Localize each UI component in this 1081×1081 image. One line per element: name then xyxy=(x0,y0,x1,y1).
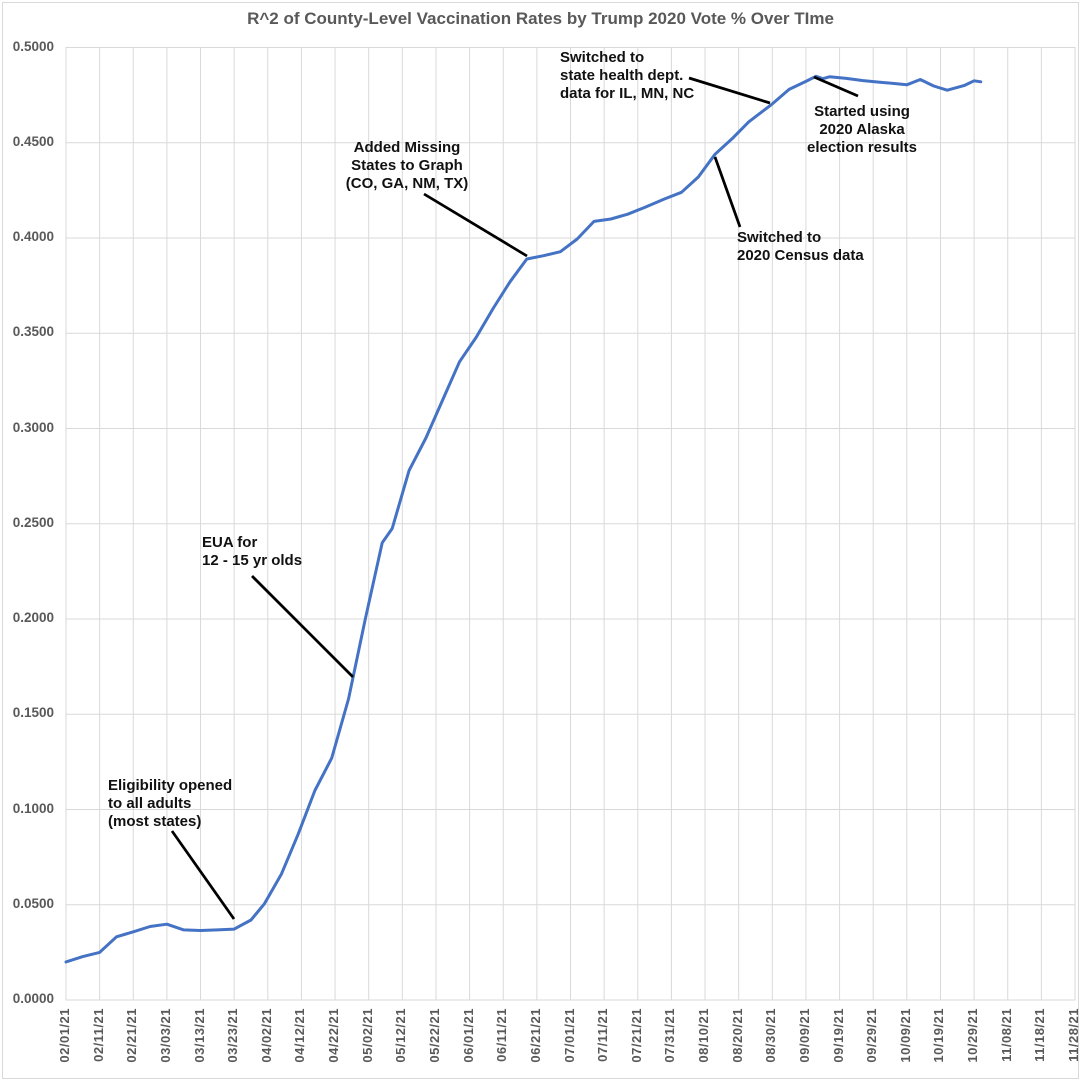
x-axis-tick-label: 02/11/21 xyxy=(90,1008,106,1062)
annotation-label: Started using 2020 Alaska election resul… xyxy=(806,103,918,156)
x-axis-tick-label: 09/09/21 xyxy=(796,1008,812,1063)
y-axis-tick-label: 0.3000 xyxy=(12,419,54,435)
y-axis-tick-label: 0.4000 xyxy=(12,229,54,244)
annotation-label: EUA for 12 - 15 yr olds xyxy=(202,534,303,569)
x-axis-tick-label: 11/08/21 xyxy=(998,1008,1014,1062)
x-axis-tick-label: 09/29/21 xyxy=(864,1008,880,1063)
annotation-leader-line xyxy=(688,76,771,105)
x-axis-tick-label: 02/21/21 xyxy=(124,1008,140,1063)
y-axis-tick-label: 0.1500 xyxy=(12,705,54,721)
x-axis-tick-label: 05/22/21 xyxy=(426,1008,442,1063)
x-axis-tick-label: 03/03/21 xyxy=(157,1008,173,1063)
x-axis-tick-label: 04/12/21 xyxy=(292,1008,308,1063)
y-axis-tick-label: 0.0000 xyxy=(12,991,54,1006)
y-axis-tick-label: 0.4500 xyxy=(12,133,54,149)
x-axis-tick-label: 09/19/21 xyxy=(830,1008,846,1063)
x-axis-tick-label: 07/11/21 xyxy=(595,1008,611,1062)
y-axis-tick-label: 0.5000 xyxy=(12,38,54,54)
y-axis-tick-label: 0.2500 xyxy=(12,514,54,530)
annotation-label: Switched to state health dept. data for … xyxy=(560,49,695,102)
chart-title: R^2 of County-Level Vaccination Rates by… xyxy=(247,9,834,28)
data-line-r2-series xyxy=(64,74,983,964)
x-axis-tick-label: 02/01/21 xyxy=(57,1008,72,1063)
x-axis-tick-label: 08/30/21 xyxy=(763,1008,779,1063)
y-axis-tick-label: 0.2000 xyxy=(12,610,54,625)
x-axis-tick-label: 05/02/21 xyxy=(359,1008,375,1063)
annotation-label: Eligibility opened to all adults (most s… xyxy=(108,777,233,830)
x-axis-tick-label: 11/28/21 xyxy=(1066,1008,1081,1062)
x-axis-tick-label: 07/01/21 xyxy=(561,1008,577,1063)
plot-area-border xyxy=(65,47,1076,1001)
annotation-label: Added Missing States to Graph (CO, GA, N… xyxy=(345,139,469,192)
x-axis-tick-label: 10/29/21 xyxy=(965,1008,981,1063)
annotation-leader-line xyxy=(170,830,236,920)
x-axis-tick-label: 03/13/21 xyxy=(191,1008,207,1063)
annotation-leader-line xyxy=(813,75,859,98)
y-axis-tick-label: 0.0500 xyxy=(12,895,54,911)
x-axis-tick-label: 04/02/21 xyxy=(258,1008,274,1063)
annotation-label: Switched to 2020 Census data xyxy=(737,229,864,264)
annotation-leader-line xyxy=(713,156,742,228)
x-axis-tick-label: 06/11/21 xyxy=(494,1008,510,1062)
annotation-leader-line xyxy=(251,575,354,678)
x-axis-tick-label: 07/21/21 xyxy=(628,1008,644,1063)
y-axis-tick-label: 0.1000 xyxy=(12,800,54,816)
x-axis-tick-label: 07/31/21 xyxy=(662,1008,678,1063)
x-axis-tick-label: 04/22/21 xyxy=(326,1008,342,1063)
x-axis-tick-label: 10/09/21 xyxy=(897,1008,913,1063)
x-axis-tick-label: 08/10/21 xyxy=(696,1008,712,1063)
x-axis-tick-label: 08/20/21 xyxy=(729,1008,745,1063)
x-axis-tick-label: 10/19/21 xyxy=(931,1008,947,1063)
x-axis-tick-label: 11/18/21 xyxy=(1032,1008,1048,1062)
annotation-leader-line xyxy=(423,192,528,258)
x-axis-tick-label: 06/21/21 xyxy=(527,1008,543,1063)
x-axis-tick-label: 05/12/21 xyxy=(393,1008,409,1063)
x-axis-tick-label: 06/01/21 xyxy=(460,1008,476,1063)
y-axis-tick-label: 0.3500 xyxy=(12,324,54,340)
x-axis-tick-label: 03/23/21 xyxy=(225,1008,241,1063)
